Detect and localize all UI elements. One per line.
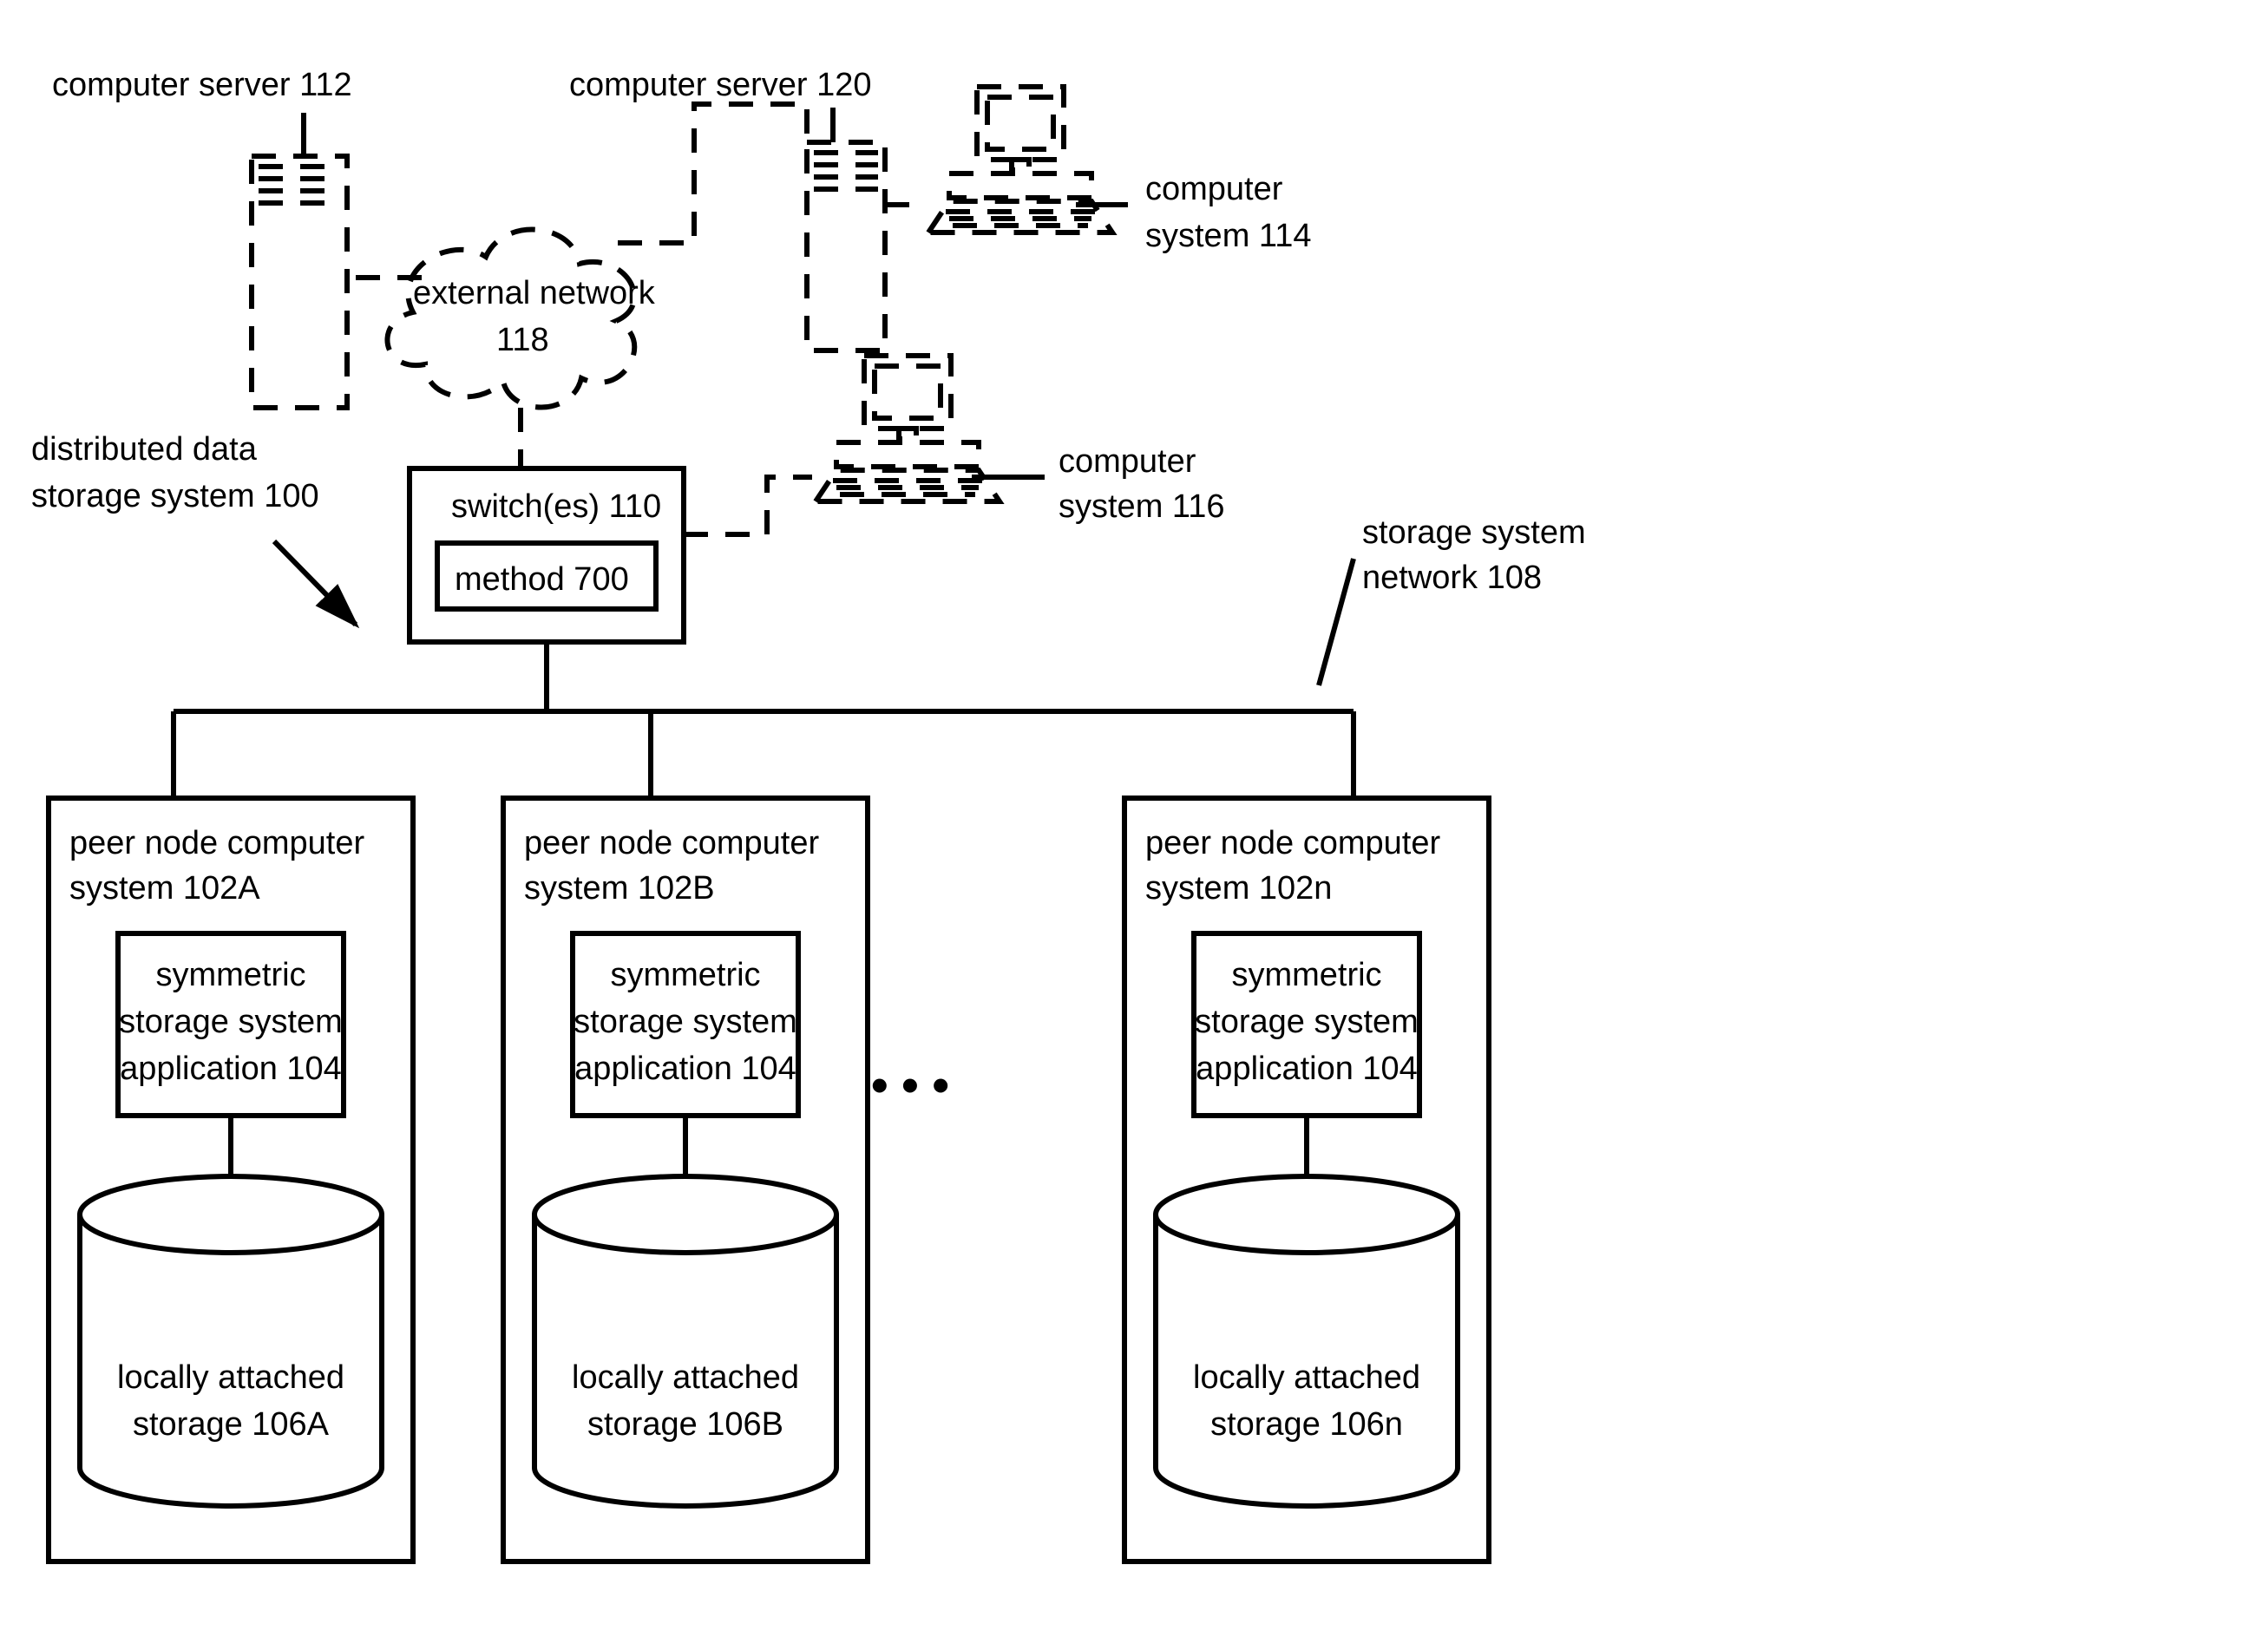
svg-text:locally attached: locally attached [1193, 1359, 1420, 1396]
svg-text:symmetric: symmetric [155, 957, 305, 993]
peer-node-b [503, 798, 868, 1562]
svg-text:118: 118 [496, 322, 549, 358]
svg-text:storage system: storage system [1195, 1004, 1419, 1040]
svg-text:application 104: application 104 [1196, 1051, 1418, 1087]
svg-text:application 104: application 104 [120, 1051, 342, 1087]
svg-text:distributed data: distributed data [31, 431, 258, 468]
svg-text:computer: computer [1145, 171, 1283, 207]
svg-text:locally attached: locally attached [572, 1359, 799, 1396]
svg-text:storage system: storage system [1362, 514, 1586, 551]
svg-text:storage system: storage system [574, 1004, 797, 1040]
svg-text:method 700: method 700 [455, 561, 629, 598]
distributed-storage-diagram: computer server 112 computer server 120 co… [0, 0, 2268, 1650]
svg-text:external network: external network [413, 275, 656, 311]
svg-text:application 104: application 104 [574, 1051, 796, 1087]
label-server-120: computer server 120 [569, 67, 872, 103]
svg-text:switch(es) 110: switch(es) 110 [451, 488, 661, 525]
svg-text:storage 106B: storage 106B [587, 1406, 783, 1443]
label-server-112: computer server 112 [52, 67, 352, 103]
server-outline [807, 142, 885, 350]
ellipsis: • • • [871, 1057, 949, 1112]
svg-text:storage 106n: storage 106n [1210, 1406, 1403, 1443]
svg-text:symmetric: symmetric [610, 957, 760, 993]
svg-text:storage system 100: storage system 100 [31, 478, 319, 514]
cloud-external-network [387, 230, 634, 408]
peer-node-n [1124, 798, 1489, 1562]
svg-text:peer node computer: peer node computer [524, 825, 819, 861]
svg-text:symmetric: symmetric [1231, 957, 1381, 993]
svg-text:peer node computer: peer node computer [69, 825, 364, 861]
svg-text:network 108: network 108 [1362, 560, 1542, 596]
svg-text:system 102A: system 102A [69, 870, 260, 907]
server-outline [252, 156, 347, 408]
peer-node-a [49, 798, 413, 1562]
svg-text:system 116: system 116 [1059, 488, 1224, 525]
svg-text:locally attached: locally attached [117, 1359, 344, 1396]
svg-text:system 102n: system 102n [1145, 870, 1332, 907]
svg-text:storage system: storage system [119, 1004, 343, 1040]
svg-text:peer node computer: peer node computer [1145, 825, 1440, 861]
arrow-distributed-system [274, 541, 356, 625]
svg-text:storage 106A: storage 106A [133, 1406, 330, 1443]
svg-text:system 102B: system 102B [524, 870, 715, 907]
svg-text:computer: computer [1059, 443, 1196, 480]
svg-text:system 114: system 114 [1145, 218, 1311, 254]
